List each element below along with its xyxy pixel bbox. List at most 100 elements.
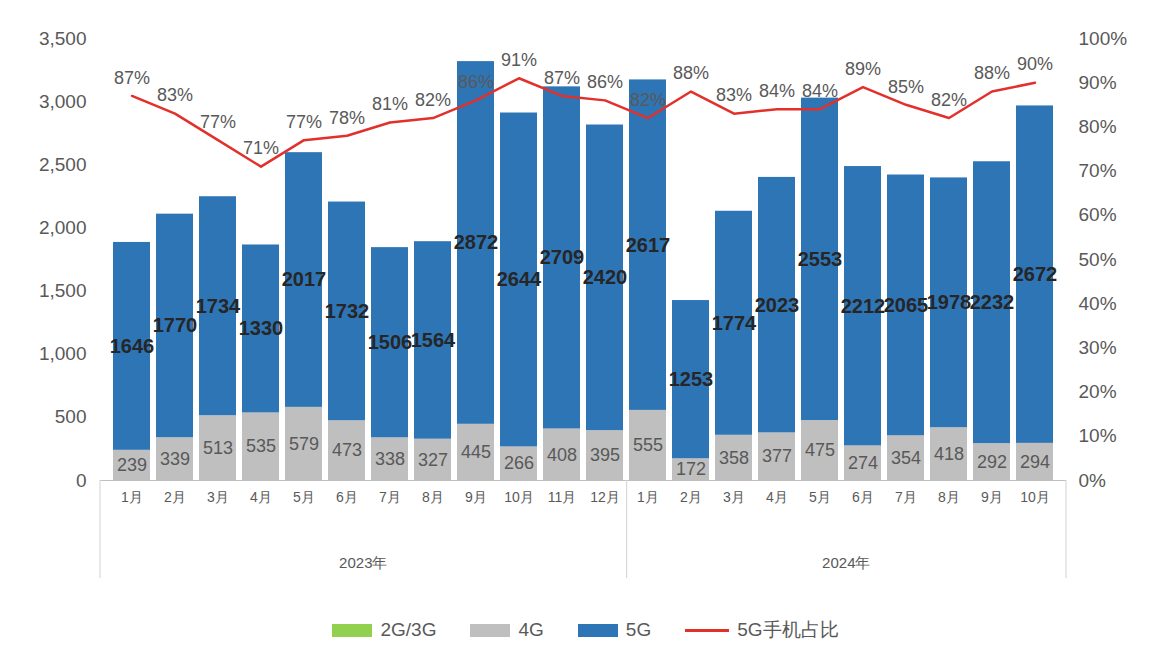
svg-text:2月: 2月 bbox=[164, 489, 186, 505]
svg-text:1,000: 1,000 bbox=[39, 343, 87, 364]
svg-text:339: 339 bbox=[160, 449, 190, 469]
svg-text:71%: 71% bbox=[243, 138, 279, 158]
svg-text:418: 418 bbox=[934, 444, 964, 464]
svg-text:513: 513 bbox=[203, 438, 233, 458]
svg-text:90%: 90% bbox=[1079, 72, 1117, 93]
svg-text:377: 377 bbox=[762, 446, 792, 466]
svg-text:3月: 3月 bbox=[723, 489, 745, 505]
svg-text:86%: 86% bbox=[587, 72, 623, 92]
svg-text:2872: 2872 bbox=[454, 231, 499, 253]
svg-text:327: 327 bbox=[418, 450, 448, 470]
svg-text:100%: 100% bbox=[1079, 28, 1128, 49]
svg-text:84%: 84% bbox=[802, 81, 838, 101]
svg-text:535: 535 bbox=[246, 436, 276, 456]
svg-text:86%: 86% bbox=[458, 72, 494, 92]
svg-text:2,000: 2,000 bbox=[39, 217, 87, 238]
svg-text:2024年: 2024年 bbox=[822, 554, 870, 571]
svg-text:82%: 82% bbox=[630, 90, 666, 110]
svg-text:239: 239 bbox=[117, 455, 147, 475]
svg-text:9月: 9月 bbox=[465, 489, 487, 505]
svg-text:87%: 87% bbox=[544, 68, 580, 88]
svg-text:294: 294 bbox=[1020, 452, 1050, 472]
svg-text:83%: 83% bbox=[157, 85, 193, 105]
svg-text:78%: 78% bbox=[329, 108, 365, 128]
svg-text:85%: 85% bbox=[888, 77, 924, 97]
svg-text:77%: 77% bbox=[286, 112, 322, 132]
svg-text:4月: 4月 bbox=[250, 489, 272, 505]
svg-text:555: 555 bbox=[633, 435, 663, 455]
svg-text:274: 274 bbox=[848, 453, 878, 473]
svg-text:1月: 1月 bbox=[637, 489, 659, 505]
svg-text:1734: 1734 bbox=[196, 295, 241, 317]
svg-text:9月: 9月 bbox=[981, 489, 1003, 505]
svg-text:354: 354 bbox=[891, 448, 921, 468]
svg-text:1774: 1774 bbox=[712, 312, 757, 334]
svg-text:7月: 7月 bbox=[379, 489, 401, 505]
svg-text:338: 338 bbox=[375, 449, 405, 469]
svg-text:77%: 77% bbox=[200, 112, 236, 132]
svg-text:475: 475 bbox=[805, 440, 835, 460]
svg-text:84%: 84% bbox=[759, 81, 795, 101]
svg-text:81%: 81% bbox=[372, 94, 408, 114]
svg-text:2023年: 2023年 bbox=[339, 554, 387, 571]
svg-text:1253: 1253 bbox=[669, 368, 714, 390]
svg-text:0%: 0% bbox=[1079, 470, 1107, 491]
svg-text:30%: 30% bbox=[1079, 337, 1117, 358]
svg-text:1,500: 1,500 bbox=[39, 280, 87, 301]
svg-text:1330: 1330 bbox=[239, 317, 284, 339]
svg-text:2709: 2709 bbox=[540, 246, 585, 268]
svg-text:6月: 6月 bbox=[852, 489, 874, 505]
svg-text:2,500: 2,500 bbox=[39, 154, 87, 175]
svg-text:1月: 1月 bbox=[121, 489, 143, 505]
svg-text:0: 0 bbox=[76, 470, 87, 491]
svg-text:3,500: 3,500 bbox=[39, 28, 87, 49]
svg-text:579: 579 bbox=[289, 434, 319, 454]
svg-text:395: 395 bbox=[590, 445, 620, 465]
svg-text:12月: 12月 bbox=[590, 489, 620, 505]
svg-text:88%: 88% bbox=[673, 63, 709, 83]
svg-text:2023: 2023 bbox=[755, 294, 800, 316]
svg-text:3,000: 3,000 bbox=[39, 91, 87, 112]
svg-text:2017: 2017 bbox=[282, 268, 327, 290]
svg-text:60%: 60% bbox=[1079, 204, 1117, 225]
svg-text:88%: 88% bbox=[974, 63, 1010, 83]
svg-text:8月: 8月 bbox=[422, 489, 444, 505]
svg-text:40%: 40% bbox=[1079, 293, 1117, 314]
svg-text:500: 500 bbox=[55, 406, 87, 427]
svg-text:10%: 10% bbox=[1079, 425, 1117, 446]
svg-text:2420: 2420 bbox=[583, 266, 628, 288]
svg-text:10月: 10月 bbox=[1020, 489, 1050, 505]
svg-text:89%: 89% bbox=[845, 59, 881, 79]
svg-text:11月: 11月 bbox=[548, 489, 577, 505]
svg-text:82%: 82% bbox=[931, 90, 967, 110]
svg-text:5月: 5月 bbox=[809, 489, 831, 505]
svg-text:70%: 70% bbox=[1079, 160, 1117, 181]
svg-text:2644: 2644 bbox=[497, 268, 542, 290]
svg-text:80%: 80% bbox=[1079, 116, 1117, 137]
svg-text:1978: 1978 bbox=[927, 291, 972, 313]
svg-text:5月: 5月 bbox=[293, 489, 315, 505]
svg-text:90%: 90% bbox=[1017, 54, 1053, 74]
svg-text:8月: 8月 bbox=[938, 489, 960, 505]
svg-text:4月: 4月 bbox=[766, 489, 788, 505]
svg-text:91%: 91% bbox=[501, 50, 537, 70]
svg-text:82%: 82% bbox=[415, 90, 451, 110]
svg-text:2月: 2月 bbox=[680, 489, 702, 505]
svg-text:172: 172 bbox=[676, 459, 706, 479]
svg-text:3月: 3月 bbox=[207, 489, 229, 505]
svg-text:2212: 2212 bbox=[841, 295, 886, 317]
svg-text:6月: 6月 bbox=[336, 489, 358, 505]
svg-text:445: 445 bbox=[461, 442, 491, 462]
svg-text:50%: 50% bbox=[1079, 249, 1117, 270]
svg-text:7月: 7月 bbox=[895, 489, 917, 505]
svg-text:1564: 1564 bbox=[411, 329, 456, 351]
svg-text:1770: 1770 bbox=[153, 314, 198, 336]
svg-text:1646: 1646 bbox=[110, 335, 155, 357]
svg-text:266: 266 bbox=[504, 453, 534, 473]
svg-text:2232: 2232 bbox=[970, 291, 1015, 313]
svg-text:1506: 1506 bbox=[368, 331, 413, 353]
svg-text:87%: 87% bbox=[114, 68, 150, 88]
svg-text:20%: 20% bbox=[1079, 381, 1117, 402]
svg-text:83%: 83% bbox=[716, 85, 752, 105]
svg-text:473: 473 bbox=[332, 440, 362, 460]
